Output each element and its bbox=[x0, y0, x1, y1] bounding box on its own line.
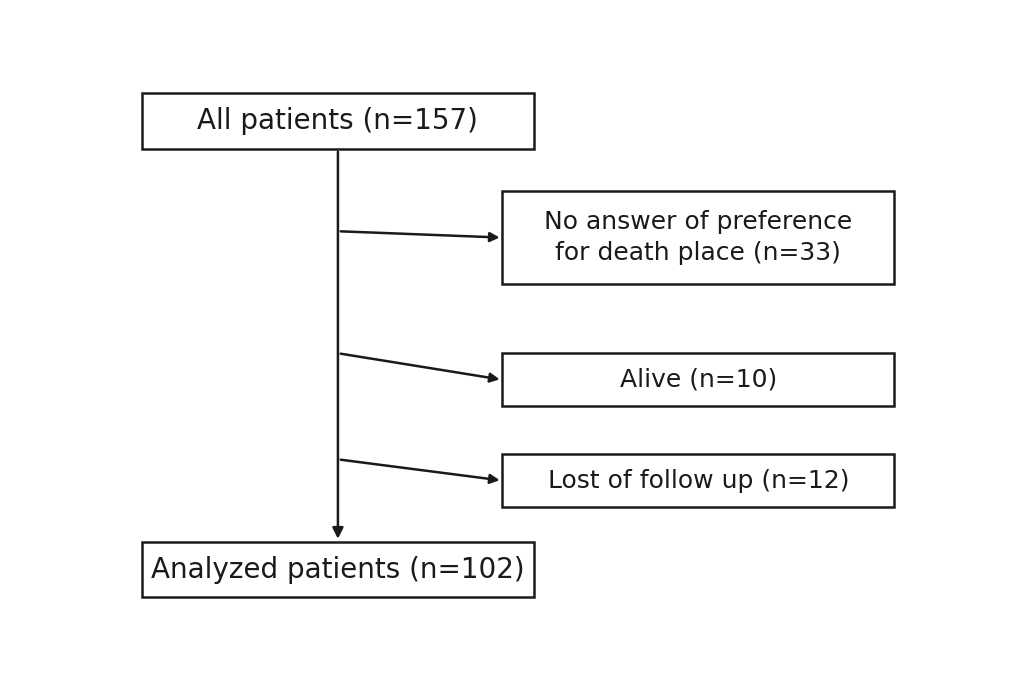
Text: Alive (n=10): Alive (n=10) bbox=[620, 368, 777, 392]
FancyBboxPatch shape bbox=[502, 192, 894, 285]
FancyBboxPatch shape bbox=[142, 93, 534, 149]
Text: Analyzed patients (n=102): Analyzed patients (n=102) bbox=[151, 556, 525, 584]
FancyBboxPatch shape bbox=[502, 454, 894, 507]
Text: Lost of follow up (n=12): Lost of follow up (n=12) bbox=[548, 469, 849, 493]
FancyBboxPatch shape bbox=[502, 353, 894, 407]
FancyBboxPatch shape bbox=[142, 542, 534, 597]
Text: No answer of preference
for death place (n=33): No answer of preference for death place … bbox=[544, 209, 852, 265]
Text: All patients (n=157): All patients (n=157) bbox=[197, 107, 478, 135]
